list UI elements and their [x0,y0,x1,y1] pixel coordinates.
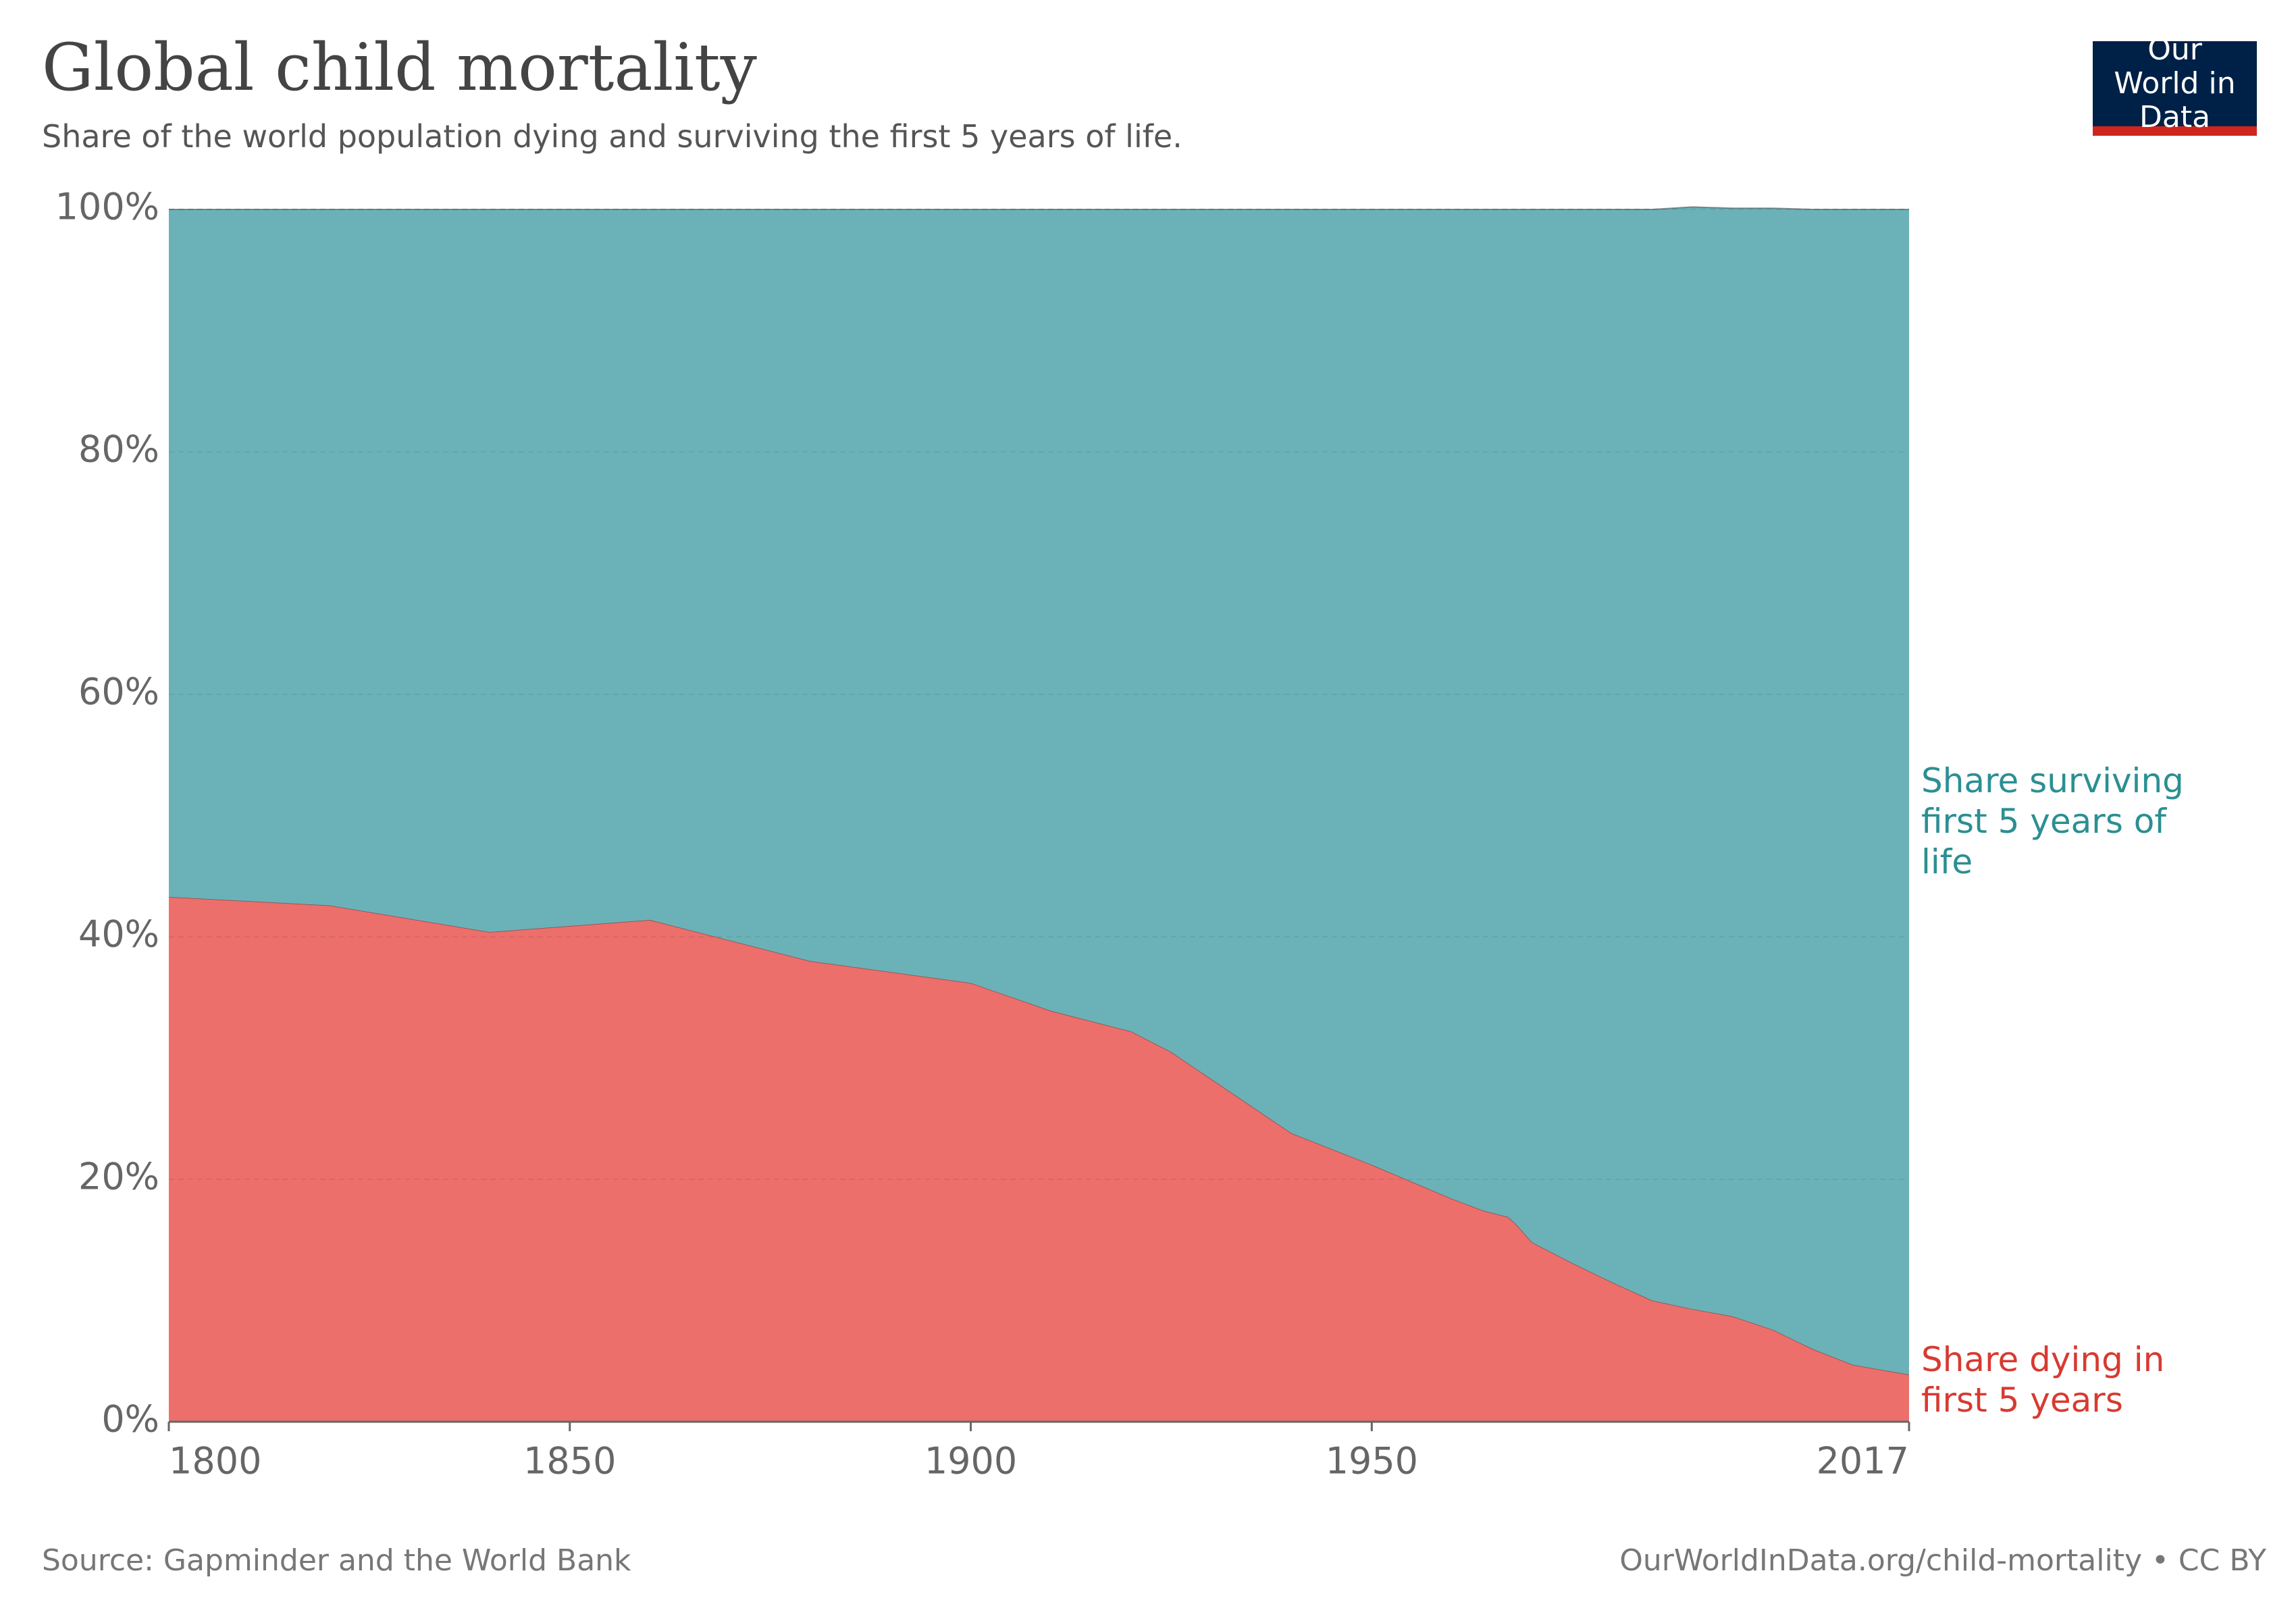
y-tick-label: 60% [78,671,159,713]
series-label: Share dying in first 5 years [1921,1340,2165,1420]
logo-text: Our World in Data [2114,32,2236,134]
series-label: Share surviving first 5 years of life [1921,761,2184,881]
x-tick-label: 1850 [523,1440,616,1483]
logo[interactable]: Our World in Data [2093,33,2257,136]
chart-subtitle: Share of the world population dying and … [42,118,1182,155]
url-note[interactable]: OurWorldInData.org/child-mortality • CC … [1619,1543,2266,1578]
source-note: Source: Gapminder and the World Bank [42,1543,631,1578]
x-tick-label: 1950 [1326,1440,1418,1483]
y-tick-label: 80% [78,428,159,471]
y-tick-label: 100% [55,186,159,228]
x-tick-label: 2017 [1817,1440,1909,1483]
y-tick-label: 20% [78,1156,159,1198]
x-tick-label: 1900 [924,1440,1017,1483]
y-tick-label: 0% [101,1398,159,1441]
area-edge [169,206,1909,210]
area [169,207,1909,1374]
area [169,896,1909,1422]
x-tick-label: 1800 [169,1440,261,1483]
y-tick-label: 40% [78,913,159,956]
chart-title: Global child mortality [42,30,757,105]
